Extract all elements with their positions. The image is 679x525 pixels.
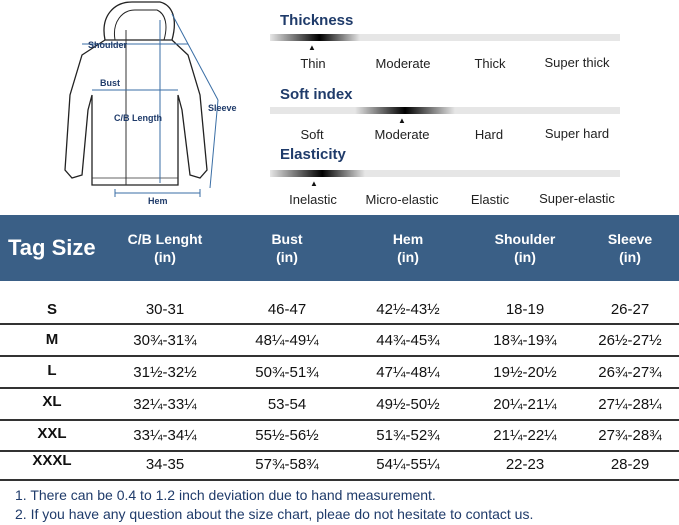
header-cb-length: C/B Lenght (in) — [105, 230, 225, 266]
thickness-title: Thickness — [280, 12, 354, 29]
thickness-option: Thin — [300, 56, 326, 71]
size-cell: S — [46, 301, 57, 318]
cb-length-cell: 33¼-34¼ — [133, 427, 197, 444]
hem-cell: 47¼-48¼ — [376, 364, 440, 381]
header-hem-unit: (in) — [397, 249, 419, 265]
cb-length-label: C/B Length — [114, 113, 162, 123]
header-shoulder-label: Shoulder — [494, 231, 556, 247]
bust-cell: 53-54 — [267, 396, 307, 413]
header-sleeve-label: Sleeve — [607, 231, 653, 247]
shoulder-cell: 20¼-21¼ — [493, 396, 557, 413]
hem-cell: 51¾-52¾ — [376, 427, 440, 444]
elasticity-bar-fill — [270, 170, 365, 177]
sleeve-label: Sleeve — [208, 103, 237, 113]
thickness-option: Moderate — [375, 56, 431, 71]
thickness-bar — [270, 34, 620, 41]
thickness-option: Super thick — [544, 55, 610, 70]
size-table-header: Tag Size C/B Lenght (in) Bust (in) Hem (… — [0, 215, 679, 281]
soft-index-option: Soft — [300, 127, 324, 142]
header-bust-label: Bust — [271, 231, 303, 247]
cb-length-cell: 31½-32½ — [133, 364, 197, 381]
header-shoulder: Shoulder (in) — [465, 230, 585, 266]
jacket-illustration — [64, 1, 219, 197]
bust-cell: 57¾-58¾ — [255, 456, 319, 473]
elasticity-option: Micro-elastic — [365, 192, 439, 207]
size-cell: XL — [42, 393, 62, 410]
shoulder-label: Shoulder — [88, 40, 128, 50]
cb-length-cell: 32¼-33¼ — [133, 396, 197, 413]
row-divider — [0, 479, 679, 481]
sleeve-cell: 28-29 — [610, 456, 650, 473]
sleeve-cell: 26½-27½ — [598, 332, 662, 349]
soft-index-bar — [270, 107, 620, 114]
shoulder-cell: 18¾-19¾ — [493, 332, 557, 349]
bust-label: Bust — [100, 78, 120, 88]
row-divider — [0, 387, 679, 389]
elasticity-option: Inelastic — [289, 192, 337, 207]
header-sleeve: Sleeve (in) — [570, 230, 679, 266]
bust-cell: 48¼-49¼ — [255, 332, 319, 349]
header-hem-label: Hem — [392, 231, 424, 247]
header-shoulder-unit: (in) — [514, 249, 536, 265]
cb-length-cell: 30¾-31¾ — [133, 332, 197, 349]
row-divider — [0, 450, 679, 452]
size-cell: XXL — [37, 425, 67, 442]
bust-cell: 46-47 — [267, 301, 307, 318]
soft-index-title: Soft index — [280, 86, 353, 103]
row-divider — [0, 419, 679, 421]
soft-index-option: Moderate — [374, 127, 430, 142]
thickness-option: Thick — [474, 56, 506, 71]
hem-cell: 54¼-55¼ — [376, 456, 440, 473]
soft-index-option: Hard — [474, 127, 504, 142]
elasticity-marker-icon: ▲ — [310, 179, 318, 188]
jacket-diagram: Shoulder Bust C/B Length Sleeve Hem — [60, 0, 260, 215]
cb-length-cell: 30-31 — [145, 301, 185, 318]
elasticity-option: Super-elastic — [539, 191, 615, 206]
bust-cell: 50¾-51¾ — [255, 364, 319, 381]
shoulder-cell: 19½-20½ — [493, 364, 557, 381]
hem-cell: 44¾-45¾ — [376, 332, 440, 349]
sleeve-cell: 27¾-28¾ — [598, 427, 662, 444]
sleeve-cell: 27¼-28¼ — [598, 396, 662, 413]
hem-cell: 49½-50½ — [376, 396, 440, 413]
cb-length-cell: 34-35 — [145, 456, 185, 473]
elasticity-bar — [270, 170, 620, 177]
sleeve-cell: 26¾-27¾ — [598, 364, 662, 381]
header-hem: Hem (in) — [348, 230, 468, 266]
size-cell: L — [47, 362, 57, 379]
shoulder-cell: 22-23 — [505, 456, 545, 473]
elasticity-title: Elasticity — [280, 146, 346, 163]
row-divider — [0, 355, 679, 357]
elasticity-option: Elastic — [470, 192, 510, 207]
soft-index-option: Super hard — [544, 126, 610, 141]
header-cb-length-unit: (in) — [154, 249, 176, 265]
note-deviation: 1. There can be 0.4 to 1.2 inch deviatio… — [15, 487, 436, 503]
thickness-bar-fill — [270, 34, 360, 41]
shoulder-cell: 21¼-22¼ — [493, 427, 557, 444]
note-contact: 2. If you have any question about the si… — [15, 506, 534, 522]
header-bust: Bust (in) — [227, 230, 347, 266]
row-divider — [0, 323, 679, 325]
header-sleeve-unit: (in) — [619, 249, 641, 265]
header-tag-size: Tag Size — [8, 235, 96, 260]
soft-index-bar-fill — [355, 107, 455, 114]
header-bust-unit: (in) — [276, 249, 298, 265]
hem-label: Hem — [148, 196, 168, 206]
size-cell: XXXL — [32, 452, 72, 469]
soft-index-marker-icon: ▲ — [398, 116, 406, 125]
shoulder-cell: 18-19 — [505, 301, 545, 318]
hem-cell: 42½-43½ — [376, 301, 440, 318]
bust-cell: 55½-56½ — [255, 427, 319, 444]
sleeve-cell: 26-27 — [610, 301, 650, 318]
header-cb-length-label: C/B Lenght — [127, 231, 203, 247]
thickness-marker-icon: ▲ — [308, 43, 316, 52]
size-cell: M — [45, 331, 59, 348]
